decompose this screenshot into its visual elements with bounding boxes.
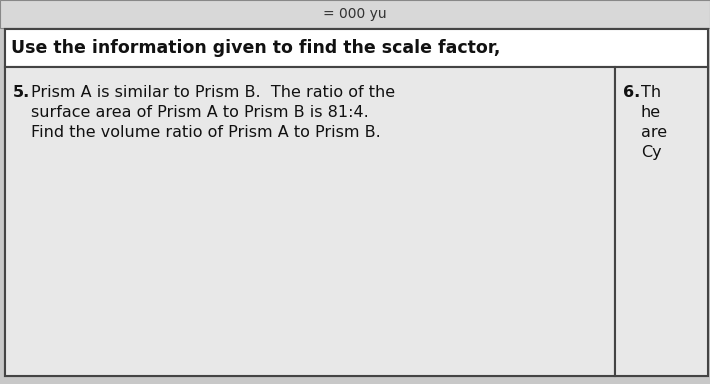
Text: he: he: [641, 105, 661, 120]
Text: Cy: Cy: [641, 145, 662, 160]
Bar: [5, 67, 615, 376]
Text: 5.: 5.: [13, 85, 31, 100]
Text: Find the volume ratio of Prism A to Prism B.: Find the volume ratio of Prism A to Pris…: [31, 125, 381, 140]
Text: 6.: 6.: [623, 85, 640, 100]
Text: are: are: [641, 125, 667, 140]
Bar: [5, 29, 708, 67]
Bar: [0, 0, 710, 28]
Text: surface area of Prism A to Prism B is 81:4.: surface area of Prism A to Prism B is 81…: [31, 105, 368, 120]
Text: Use the information given to find the scale factor,: Use the information given to find the sc…: [11, 39, 501, 57]
Text: Prism A is similar to Prism B.  The ratio of the: Prism A is similar to Prism B. The ratio…: [31, 85, 395, 100]
Bar: [615, 67, 708, 376]
Text: = 000 yu: = 000 yu: [323, 7, 387, 21]
Text: Th: Th: [641, 85, 661, 100]
